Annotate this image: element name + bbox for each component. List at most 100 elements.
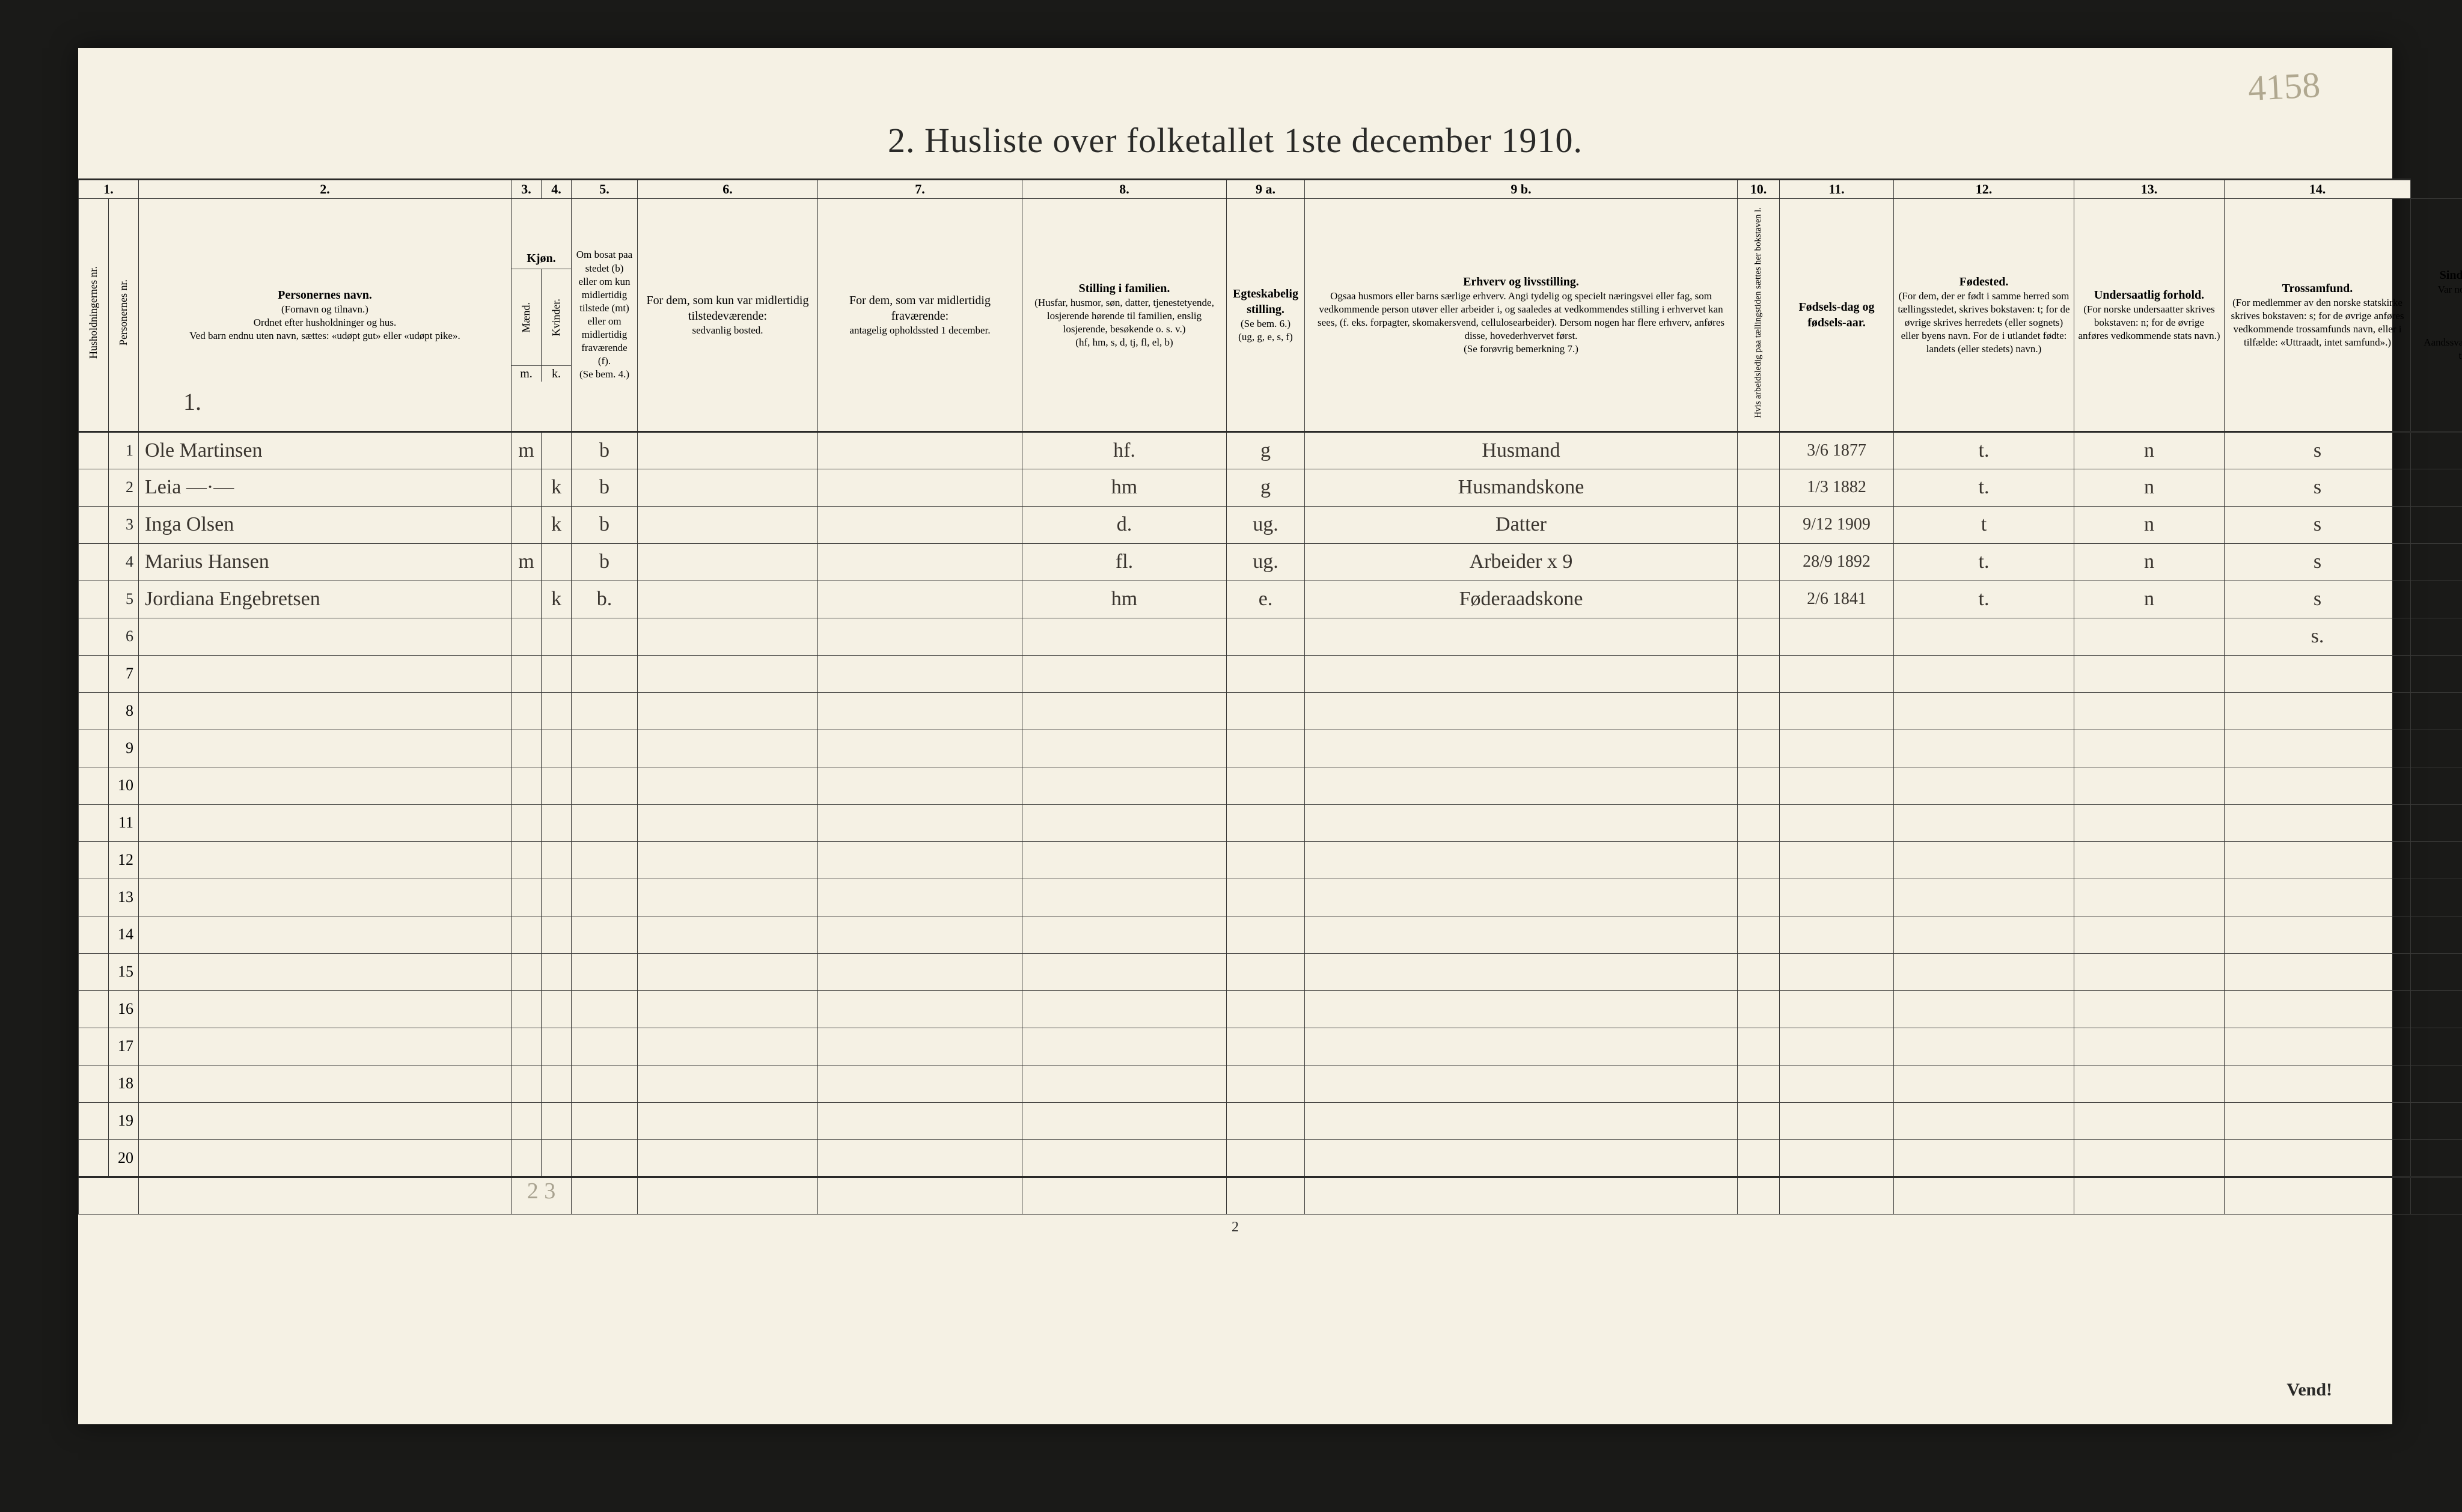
- cell-sex-k: k: [542, 469, 572, 506]
- cell-disability: [2411, 506, 2462, 543]
- cell-sex-m: [512, 618, 542, 655]
- table-row: 1Ole Martinsenmbhf.gHusmand3/6 1877t.ns: [79, 431, 2462, 469]
- hdr-sex: Kjøn. Mænd. Kvinder. m. k.: [512, 199, 572, 432]
- cell-sex-m: [512, 469, 542, 506]
- hdr-birth-place: Fødested. (For dem, der er født i samme …: [1894, 199, 2074, 432]
- cell-birth-place: [1894, 618, 2074, 655]
- hdr-religion: Trossamfund. (For medlemmer av den norsk…: [2225, 199, 2411, 432]
- cell-name: Ole Martinsen: [139, 431, 512, 469]
- cell-person-nr: 20: [109, 1139, 139, 1177]
- cell-person-nr: 9: [109, 730, 139, 767]
- cell-birth-date: 9/12 1909: [1780, 506, 1894, 543]
- table-row: 8: [79, 692, 2462, 730]
- table-row: 6s.: [79, 618, 2462, 655]
- cell-nationality: n: [2074, 506, 2225, 543]
- cell-nationality: n: [2074, 469, 2225, 506]
- cell-unemployed: [1738, 581, 1780, 618]
- cell-religion: s: [2225, 469, 2411, 506]
- cell-disability: [2411, 469, 2462, 506]
- cell-temp-absent: [818, 581, 1022, 618]
- cell-family-pos: fl.: [1022, 543, 1227, 581]
- hdr-temporary-present: For dem, som kun var midlertidig tilsted…: [638, 199, 818, 432]
- cell-birth-date: 1/3 1882: [1780, 469, 1894, 506]
- cell-temp-present: [638, 506, 818, 543]
- cell-residence: [572, 618, 638, 655]
- table-row: 17: [79, 1028, 2462, 1065]
- cell-birth-place: t: [1894, 506, 2074, 543]
- table-row: 11: [79, 804, 2462, 841]
- table-row: 3Inga Olsenkbd.ug.Datter9/12 1909tns: [79, 506, 2462, 543]
- cell-person-nr: 18: [109, 1065, 139, 1102]
- colnum-9a: 9 a.: [1227, 180, 1305, 199]
- cell-sex-k: k: [542, 506, 572, 543]
- census-table: 1. 2. 3. 4. 5. 6. 7. 8. 9 a. 9 b. 10. 11…: [78, 178, 2462, 1215]
- colnum-8: 8.: [1022, 180, 1227, 199]
- cell-household-nr: [79, 431, 109, 469]
- cell-birth-date: [1780, 618, 1894, 655]
- table-row: 12: [79, 841, 2462, 879]
- cell-household-nr: [79, 469, 109, 506]
- cell-temp-present: [638, 431, 818, 469]
- page-title: 2. Husliste over folketallet 1ste decemb…: [78, 120, 2392, 160]
- cell-occupation: Husmandskone: [1305, 469, 1738, 506]
- pencil-sex-tally: 2 3: [512, 1177, 572, 1214]
- cell-person-nr: 1: [109, 431, 139, 469]
- cell-person-nr: 7: [109, 655, 139, 692]
- cell-temp-absent: [818, 431, 1022, 469]
- cell-residence: b: [572, 469, 638, 506]
- table-row: 10: [79, 767, 2462, 804]
- cell-name: Jordiana Engebretsen: [139, 581, 512, 618]
- colnum-10: 10.: [1738, 180, 1780, 199]
- table-row: 14: [79, 916, 2462, 953]
- colnum-3: 3.: [512, 180, 542, 199]
- cell-person-nr: 2: [109, 469, 139, 506]
- cell-person-nr: 10: [109, 767, 139, 804]
- table-row: 5Jordiana Engebretsenkb.hme.Føderaadskon…: [79, 581, 2462, 618]
- hdr-person-nr: Personernes nr.: [109, 199, 139, 432]
- cell-person-nr: 14: [109, 916, 139, 953]
- cell-occupation: Arbeider x 9: [1305, 543, 1738, 581]
- cell-occupation: [1305, 618, 1738, 655]
- cell-sex-k: k: [542, 581, 572, 618]
- column-header-row: Husholdningernes nr. Personernes nr. Per…: [79, 199, 2462, 432]
- hdr-unemployed: Hvis arbeidsledig paa tællingstiden sætt…: [1738, 199, 1780, 432]
- cell-residence: b.: [572, 581, 638, 618]
- cell-birth-place: t.: [1894, 581, 2074, 618]
- cell-disability: [2411, 431, 2462, 469]
- cell-person-nr: 8: [109, 692, 139, 730]
- household-number-handwritten: 1.: [183, 388, 201, 416]
- hdr-birth-date: Fødsels-dag og fødsels-aar.: [1780, 199, 1894, 432]
- census-page: 4158 2. Husliste over folketallet 1ste d…: [78, 48, 2392, 1424]
- table-row: 19: [79, 1102, 2462, 1139]
- cell-birth-place: t.: [1894, 543, 2074, 581]
- cell-person-nr: 12: [109, 841, 139, 879]
- cell-unemployed: [1738, 506, 1780, 543]
- hdr-occupation: Erhverv og livsstilling. Ogsaa husmors e…: [1305, 199, 1738, 432]
- cell-religion: s: [2225, 543, 2411, 581]
- cell-name: Inga Olsen: [139, 506, 512, 543]
- cell-family-pos: d.: [1022, 506, 1227, 543]
- cell-sex-m: m: [512, 543, 542, 581]
- colnum-2: 2.: [139, 180, 512, 199]
- cell-marital: e.: [1227, 581, 1305, 618]
- cell-sex-k: [542, 618, 572, 655]
- cell-family-pos: hf.: [1022, 431, 1227, 469]
- cell-occupation: Husmand: [1305, 431, 1738, 469]
- cell-religion: s: [2225, 581, 2411, 618]
- hdr-residence-status: Om bosat paa stedet (b) eller om kun mid…: [572, 199, 638, 432]
- cell-sex-k: [542, 543, 572, 581]
- table-row: 4Marius Hansenmbfl.ug.Arbeider x 928/9 1…: [79, 543, 2462, 581]
- colnum-11: 11.: [1780, 180, 1894, 199]
- cell-birth-date: 3/6 1877: [1780, 431, 1894, 469]
- cell-disability: [2411, 581, 2462, 618]
- cell-person-nr: 16: [109, 990, 139, 1028]
- hdr-temporary-absent: For dem, som var midlertidig fraværende:…: [818, 199, 1022, 432]
- cell-temp-absent: [818, 618, 1022, 655]
- table-row: 9: [79, 730, 2462, 767]
- cell-birth-place: t.: [1894, 469, 2074, 506]
- cell-disability: [2411, 543, 2462, 581]
- cell-nationality: [2074, 618, 2225, 655]
- cell-household-nr: [79, 618, 109, 655]
- table-row: 15: [79, 953, 2462, 990]
- cell-disability: [2411, 618, 2462, 655]
